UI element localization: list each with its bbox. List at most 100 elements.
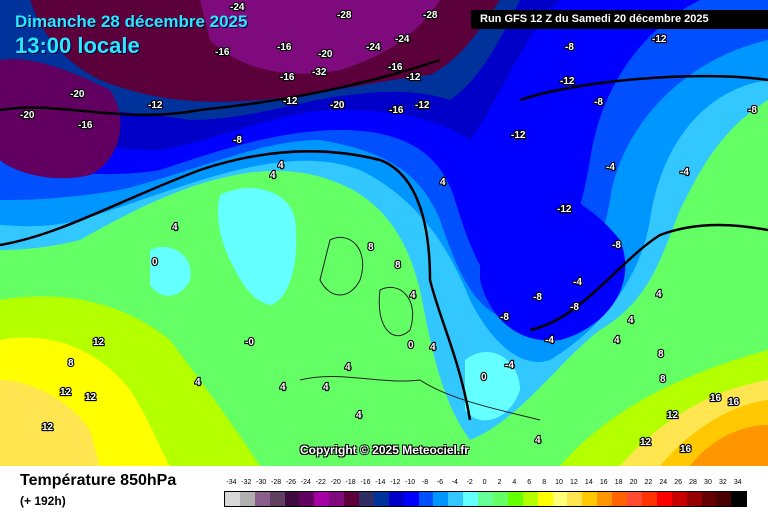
isotherm-label: -0 [245,337,254,348]
legend-tick: -14 [375,479,386,486]
isotherm-label: -24 [395,34,410,45]
legend-tick: 34 [733,479,742,486]
isotherm-label: -12 [560,76,575,87]
isotherm-label: 8 [68,358,74,369]
isotherm-label: -24 [230,2,245,13]
legend-tick: -8 [421,479,429,486]
isotherm-label: 12 [42,422,54,433]
legend-bar [224,491,748,507]
legend-swatch [254,492,270,506]
isotherm-label: 12 [667,410,679,421]
legend-swatch [418,492,434,506]
legend-swatch [686,492,702,506]
legend-swatch [567,492,583,506]
color-legend: -34 -32 -30 -28 -26 -24 -22 -20 -18 -16 -14 -12 -10-… [224,479,748,507]
legend-swatch [537,492,553,506]
legend-ticks: -34 -32 -30 -28 -26 -24 -22 -20 -18 -16 -14 -12 -10-… [224,479,747,489]
isotherm-label: -12 [415,100,430,111]
isotherm-label: 4 [172,222,178,233]
map-title: Température 850hPa [20,472,177,489]
isotherm-label: 8 [660,374,666,385]
forecast-date: Dimanche 28 décembre 2025 [15,12,248,31]
footer: Température 850hPa (+ 192h) -34 -32 -30 -28… [0,466,768,512]
isotherm-label: 4 [270,170,276,181]
legend-swatch [612,492,628,506]
legend-swatch [388,492,404,506]
legend-tick: 30 [704,479,712,486]
isotherm-label: -16 [389,105,404,116]
isotherm-label: 0 [481,372,487,383]
legend-swatch [552,492,568,506]
forecast-time: 13:00 locale [15,33,140,58]
legend-tick: -12 [390,479,401,486]
isotherm-label: -4 [680,167,689,178]
legend-tick: 6 [527,479,532,486]
isotherm-label: 4 [278,160,284,171]
legend-swatch [716,492,732,506]
legend-tick: -18 [345,479,356,486]
legend-swatch [478,492,494,506]
legend-swatch [671,492,687,506]
legend-swatch [373,492,389,506]
legend-swatch [269,492,285,506]
legend-tick: -20 [330,479,341,486]
model-run-info: Run GFS 12 Z du Samedi 20 décembre 2025 [471,10,768,29]
copyright: Copyright © 2025 Meteociel.fr [300,443,469,457]
isotherm-label: 4 [410,290,416,301]
isotherm-label: 16 [728,397,740,408]
isotherm-label: 16 [710,393,722,404]
temperature-850hpa-map: -24-28-24-16 -16-16-20-32-28-24-16-12-20-… [0,0,768,466]
legend-tick: -28 [271,479,282,486]
legend-swatch [731,492,747,506]
isotherm-label: -16 [277,42,292,53]
legend-swatch [225,492,240,506]
legend-swatch [463,492,479,506]
legend-swatch [314,492,330,506]
legend-swatch [448,492,464,506]
legend-tick: 10 [555,479,563,486]
isotherm-label: -12 [652,34,667,45]
legend-swatch [507,492,523,506]
isotherm-label: 0 [152,257,158,268]
legend-tick: 26 [674,479,683,486]
isotherm-label: -20 [20,110,35,121]
isotherm-label: -4 [505,360,514,371]
legend-swatch [344,492,360,506]
isotherm-label: -4 [573,277,582,288]
isotherm-label: 4 [323,382,329,393]
legend-tick: 16 [599,479,608,486]
legend-swatch [522,492,538,506]
isotherm-label: 4 [628,315,634,326]
legend-tick: 22 [644,479,653,486]
legend-tick: -32 [241,479,252,486]
isotherm-label: -20 [70,89,85,100]
isotherm-label: 4 [614,335,620,346]
isotherm-label: 4 [430,342,436,353]
isotherm-label: 4 [280,382,286,393]
forecast-offset: (+ 192h) [20,494,66,508]
isotherm-label: -16 [215,47,230,58]
legend-swatch [701,492,717,506]
legend-tick: -4 [451,479,458,486]
legend-swatch [239,492,255,506]
isotherm-label: -8 [594,97,603,108]
legend-tick: 14 [584,479,593,486]
isotherm-label: 4 [535,435,541,446]
isotherm-label: -24 [366,42,381,53]
isotherm-label: 4 [656,289,662,300]
legend-tick: -10 [405,479,416,486]
isotherm-label: 16 [680,444,692,455]
legend-tick: 12 [570,479,578,486]
isotherm-label: -32 [312,67,327,78]
legend-tick: -16 [360,479,371,486]
isotherm-label: 4 [195,377,201,388]
isotherm-label: -8 [748,105,757,116]
legend-tick: 0 [482,479,487,486]
isotherm-labels: -24-28-24-16 -16-16-20-32-28-24-16-12-20-… [19,1,759,456]
legend-swatch [656,492,672,506]
legend-tick: -24 [300,479,311,486]
isotherm-label: 8 [395,260,401,271]
isotherm-label: 4 [345,362,351,373]
isotherm-label: -8 [233,135,242,146]
legend-tick: 32 [718,479,727,486]
